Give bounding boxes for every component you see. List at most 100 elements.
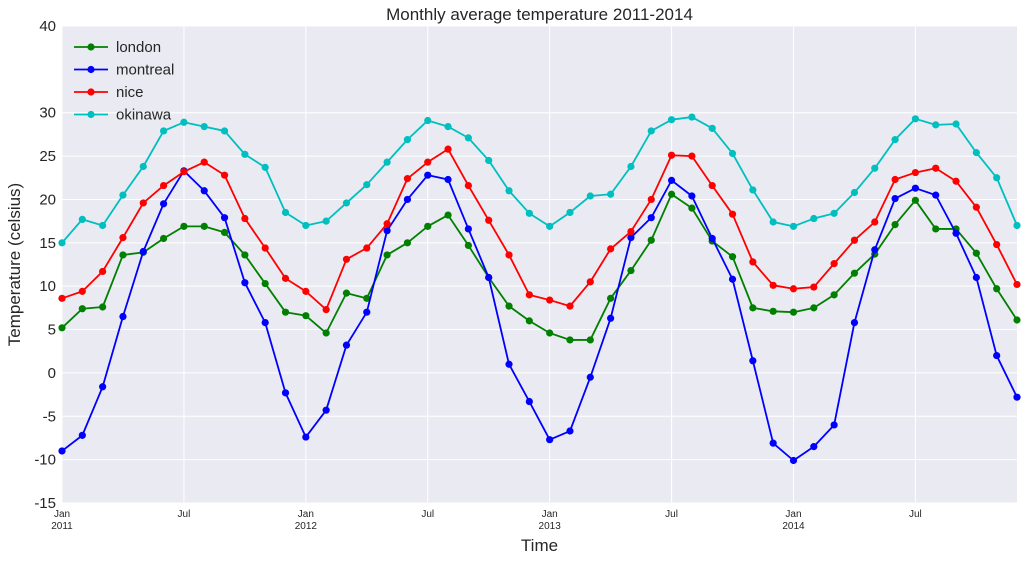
data-point-okinawa	[525, 209, 533, 217]
data-point-montreal	[139, 247, 147, 256]
data-point-montreal	[403, 195, 412, 204]
data-point-okinawa	[424, 116, 432, 125]
data-point-london	[241, 251, 249, 259]
data-point-london	[78, 305, 86, 313]
data-point-montreal	[749, 357, 757, 365]
data-point-london	[993, 285, 1001, 293]
data-point-okinawa	[952, 120, 960, 128]
x-tick-label: Jul	[421, 509, 434, 520]
data-point-okinawa	[159, 127, 168, 135]
data-point-nice	[220, 171, 229, 179]
legend-label: okinawa	[116, 107, 172, 124]
data-point-nice	[424, 158, 432, 166]
data-point-okinawa	[830, 209, 838, 217]
data-point-okinawa	[566, 208, 574, 217]
data-point-montreal	[830, 421, 838, 429]
y-tick-label: 10	[39, 278, 56, 295]
data-point-okinawa	[749, 186, 757, 194]
data-point-okinawa	[464, 134, 472, 142]
data-point-nice	[586, 278, 594, 286]
data-point-okinawa	[363, 181, 371, 189]
legend-swatch-marker	[87, 43, 95, 51]
data-point-okinawa	[586, 192, 594, 200]
data-point-okinawa	[911, 115, 920, 123]
series-london	[58, 190, 1021, 344]
data-point-okinawa	[342, 199, 351, 207]
x-axis-label: Time	[521, 536, 558, 555]
y-tick-label: 5	[48, 322, 56, 339]
data-point-london	[932, 225, 940, 233]
data-point-nice	[200, 158, 208, 166]
data-point-nice	[261, 244, 269, 252]
data-point-nice	[485, 216, 493, 224]
data-point-okinawa	[647, 127, 655, 135]
data-point-nice	[159, 181, 168, 190]
data-point-montreal	[911, 184, 920, 192]
data-point-montreal	[810, 443, 818, 451]
data-point-okinawa	[708, 124, 716, 132]
data-point-okinawa	[139, 162, 147, 171]
x-tick-year-label: 2014	[782, 521, 805, 532]
data-point-montreal	[627, 234, 635, 242]
data-point-montreal	[241, 279, 249, 287]
data-point-montreal	[566, 427, 574, 435]
legend-swatch-marker	[87, 110, 95, 119]
y-tick-label: 0	[48, 365, 56, 382]
data-point-montreal	[322, 406, 330, 414]
data-point-nice	[363, 244, 371, 252]
data-point-nice	[383, 220, 391, 228]
data-point-london	[749, 304, 757, 312]
data-point-london	[647, 236, 655, 244]
data-point-okinawa	[403, 136, 412, 144]
data-point-nice	[932, 164, 940, 172]
data-point-nice	[810, 283, 818, 291]
y-tick-label: 40	[39, 18, 56, 35]
data-point-montreal	[871, 246, 879, 254]
data-point-nice	[464, 181, 472, 190]
data-point-london	[403, 239, 412, 247]
data-point-okinawa	[241, 150, 249, 158]
data-point-london	[546, 329, 554, 337]
data-point-montreal	[688, 192, 696, 200]
data-point-nice	[749, 258, 757, 266]
data-point-nice	[566, 302, 574, 310]
data-point-montreal	[667, 176, 676, 184]
data-point-london	[627, 266, 635, 275]
x-tick-label: Jul	[665, 509, 678, 520]
data-point-montreal	[769, 439, 777, 447]
data-point-montreal	[607, 314, 615, 322]
data-point-nice	[302, 287, 310, 295]
data-point-montreal	[363, 308, 371, 316]
x-tick-year-label: 2011	[51, 521, 73, 532]
data-point-london	[688, 204, 696, 212]
data-point-okinawa	[180, 118, 188, 126]
data-point-nice	[830, 260, 838, 268]
legend-item-london: london	[74, 39, 161, 56]
data-point-okinawa	[972, 149, 980, 157]
data-point-okinawa	[200, 123, 208, 131]
series-line-nice	[61, 148, 1018, 311]
data-point-nice	[911, 168, 920, 177]
data-point-nice	[322, 305, 330, 314]
data-point-nice	[850, 236, 859, 244]
y-tick-label: 20	[39, 191, 56, 208]
data-point-montreal	[485, 273, 493, 282]
data-point-okinawa	[261, 163, 269, 171]
data-point-montreal	[708, 234, 716, 243]
data-point-okinawa	[444, 123, 452, 131]
y-tick-label: -15	[34, 495, 56, 512]
series-line-montreal	[61, 169, 1018, 462]
series-okinawa	[58, 113, 1021, 247]
series-lines	[58, 113, 1021, 465]
data-point-okinawa	[220, 127, 229, 135]
data-point-nice	[627, 227, 635, 236]
data-point-montreal	[342, 341, 351, 349]
data-point-london	[119, 251, 127, 259]
data-point-okinawa	[627, 162, 635, 171]
data-point-montreal	[424, 171, 432, 179]
data-point-london	[464, 241, 472, 250]
series-nice	[58, 145, 1021, 314]
data-point-montreal	[78, 431, 86, 439]
data-point-montreal	[261, 319, 269, 327]
